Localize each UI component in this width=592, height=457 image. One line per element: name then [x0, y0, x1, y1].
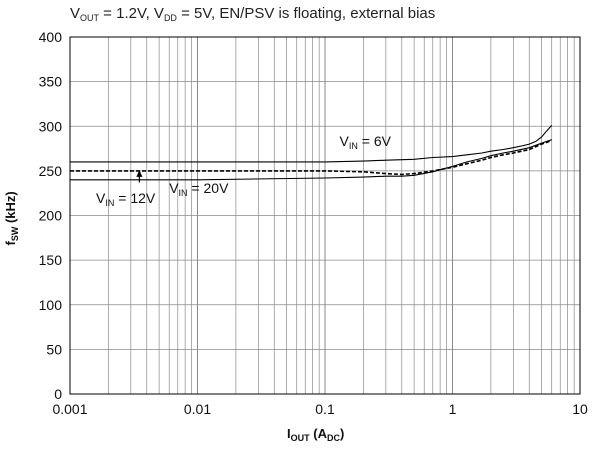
series-line-vin-12v	[70, 139, 552, 176]
chart-subtitle: VOUT = 1.2V, VDD = 5V, EN/PSV is floatin…	[70, 5, 435, 23]
x-tick-label: 0.01	[184, 401, 211, 417]
annotations: VIN = 6V VIN = 20V VIN = 12V	[96, 133, 392, 208]
x-tick-label: 0.001	[52, 401, 87, 417]
y-tick-label: 250	[39, 163, 63, 179]
series-lines	[70, 125, 553, 181]
y-tick-label: 400	[39, 29, 63, 45]
x-axis-label: IOUT (ADC)	[287, 426, 344, 443]
x-tick-label: 10	[572, 401, 588, 417]
x-tick-label: 1	[449, 401, 457, 417]
x-axis-ticks: 0.001 0.01 0.1 1 10	[52, 401, 588, 417]
x-tick-label: 0.1	[315, 401, 335, 417]
y-tick-label: 0	[54, 386, 62, 402]
arrow-vin-12v-head	[136, 169, 143, 177]
y-tick-label: 50	[46, 341, 62, 357]
y-axis-ticks: 0 50 100 150 200 250 300 350 400	[39, 29, 63, 402]
y-tick-label: 300	[39, 118, 63, 134]
label-vin-12v: VIN = 12V	[96, 190, 156, 208]
y-tick-label: 200	[39, 208, 63, 224]
label-vin-6v: VIN = 6V	[340, 133, 392, 151]
series-line-vin-6v	[70, 125, 553, 163]
label-vin-20v: VIN = 20V	[169, 180, 229, 198]
plot-frame	[69, 36, 581, 395]
y-tick-label: 100	[39, 297, 63, 313]
y-tick-label: 150	[39, 252, 63, 268]
y-axis-label: fSW (kHz)	[3, 191, 20, 245]
series-line-vin-20v	[70, 139, 552, 181]
y-tick-label: 350	[39, 74, 63, 90]
grid	[69, 36, 580, 395]
